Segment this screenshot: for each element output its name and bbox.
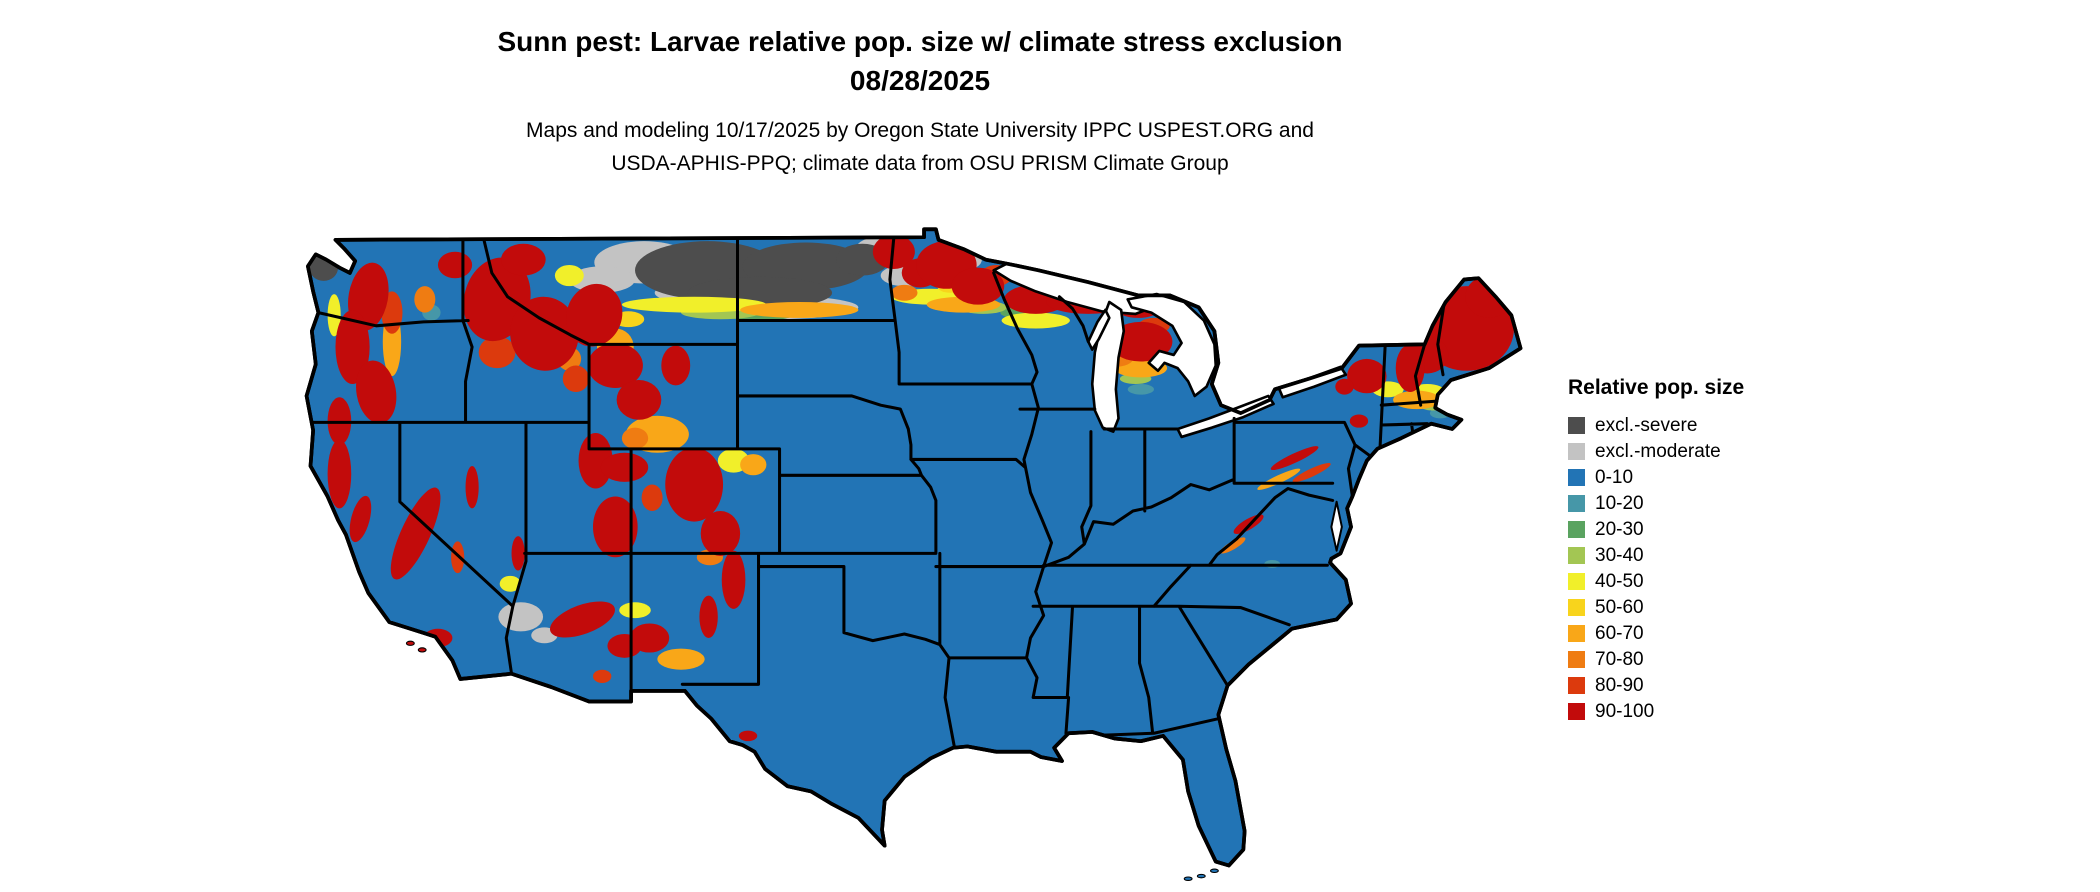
lake-huron <box>1126 292 1218 398</box>
legend-item: 70-80 <box>1568 646 1868 672</box>
map-figure <box>300 220 1535 888</box>
us-map <box>304 227 1523 881</box>
channel-islands <box>405 640 427 653</box>
state-border-lines <box>306 235 1446 748</box>
legend-swatch-60-70 <box>1568 624 1585 642</box>
legend-item: excl.-moderate <box>1568 438 1868 464</box>
legend-swatch-90-100 <box>1568 702 1585 720</box>
legend-swatch-20-30 <box>1568 520 1585 538</box>
legend-item: 80-90 <box>1568 672 1868 698</box>
map-subtitle-line2: USDA-APHIS-PPQ; climate data from OSU PR… <box>611 152 1229 175</box>
legend-swatch-80-90 <box>1568 676 1585 694</box>
map-subtitle: Maps and modeling 10/17/2025 by Oregon S… <box>320 114 1520 180</box>
legend-title: Relative pop. size <box>1568 376 1745 399</box>
map-subtitle-line1: Maps and modeling 10/17/2025 by Oregon S… <box>526 119 1314 142</box>
chesapeake-bay <box>1330 500 1343 552</box>
legend-item: 10-20 <box>1568 490 1868 516</box>
legend: Relative pop. size excl.-severe excl.-mo… <box>1568 376 1868 724</box>
legend-item: 90-100 <box>1568 698 1868 724</box>
legend-swatch-40-50 <box>1568 572 1585 590</box>
state-borders <box>306 235 1446 748</box>
map-header: Sunn pest: Larvae relative pop. size w/ … <box>320 22 1520 180</box>
legend-swatch-50-60 <box>1568 598 1585 616</box>
legend-swatch-30-40 <box>1568 546 1585 564</box>
green-bay <box>1086 308 1111 351</box>
legend-swatch-10-20 <box>1568 494 1585 512</box>
great-lakes <box>992 262 1348 552</box>
legend-item: 20-30 <box>1568 516 1868 542</box>
legend-item: excl.-severe <box>1568 412 1868 438</box>
florida-keys <box>1183 868 1219 881</box>
map-title: Sunn pest: Larvae relative pop. size w/ … <box>320 22 1520 100</box>
map-title-line1: Sunn pest: Larvae relative pop. size w/ … <box>497 26 1343 57</box>
map-title-date: 08/28/2025 <box>849 65 991 96</box>
legend-item: 30-40 <box>1568 542 1868 568</box>
legend-swatch-excl-severe <box>1568 416 1585 434</box>
us-border <box>304 227 1523 868</box>
legend-item: 0-10 <box>1568 464 1868 490</box>
lake-erie <box>1176 394 1275 439</box>
legend-swatch-0-10 <box>1568 468 1585 486</box>
legend-item: 40-50 <box>1568 568 1868 594</box>
legend-item: 50-60 <box>1568 594 1868 620</box>
legend-swatch-70-80 <box>1568 650 1585 668</box>
legend-swatch-excl-moderate <box>1568 442 1585 460</box>
legend-item: 60-70 <box>1568 620 1868 646</box>
